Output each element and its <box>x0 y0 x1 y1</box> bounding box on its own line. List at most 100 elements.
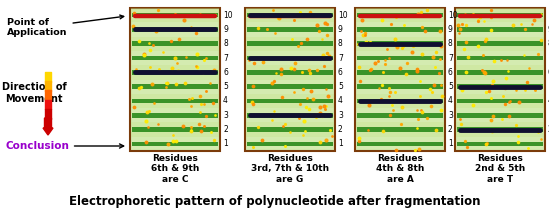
Text: 3: 3 <box>223 111 228 120</box>
Bar <box>357 56 443 60</box>
Text: 6: 6 <box>548 68 549 77</box>
Bar <box>457 142 543 146</box>
Bar <box>132 127 218 132</box>
Text: 1: 1 <box>448 139 453 148</box>
Text: 6: 6 <box>223 68 228 77</box>
Text: 8: 8 <box>223 39 228 48</box>
Bar <box>456 37 544 51</box>
Bar <box>357 13 443 17</box>
Bar <box>131 94 219 108</box>
Bar <box>246 37 334 51</box>
Text: 6: 6 <box>448 68 453 77</box>
Bar <box>357 70 443 75</box>
Text: 10: 10 <box>223 11 233 20</box>
Bar <box>456 65 544 79</box>
Bar <box>132 142 218 146</box>
Bar <box>247 99 333 103</box>
Bar <box>130 8 220 151</box>
Text: Residues
3rd, 7th & 10th
are G: Residues 3rd, 7th & 10th are G <box>251 154 329 184</box>
Bar <box>457 127 543 132</box>
Text: 6: 6 <box>338 68 343 77</box>
Text: 7: 7 <box>548 54 549 62</box>
Bar <box>132 56 218 60</box>
Bar <box>457 84 543 89</box>
Text: Residues
6th & 9th
are C: Residues 6th & 9th are C <box>151 154 199 184</box>
Text: Conclusion: Conclusion <box>5 141 124 151</box>
Text: 9: 9 <box>448 25 453 34</box>
Bar <box>132 70 218 75</box>
Bar <box>355 8 445 151</box>
Text: 8: 8 <box>338 39 343 48</box>
Bar <box>356 37 444 51</box>
Bar <box>247 27 333 32</box>
Bar <box>357 142 443 146</box>
Bar <box>131 8 219 22</box>
Text: Point of
Application: Point of Application <box>7 15 124 37</box>
Bar <box>247 84 333 89</box>
FancyArrow shape <box>43 118 53 135</box>
Text: 3: 3 <box>548 111 549 120</box>
Bar <box>246 8 334 22</box>
Bar <box>247 127 333 132</box>
Bar <box>356 94 444 108</box>
Text: 10: 10 <box>338 11 348 20</box>
Bar <box>457 13 543 17</box>
Bar <box>132 42 218 46</box>
Bar <box>357 99 443 103</box>
Bar <box>457 27 543 32</box>
Text: 5: 5 <box>448 82 453 91</box>
Bar <box>247 13 333 17</box>
Text: 5: 5 <box>548 82 549 91</box>
Text: 9: 9 <box>223 25 228 34</box>
Bar <box>357 42 443 46</box>
Bar <box>247 70 333 75</box>
Text: 1: 1 <box>338 139 343 148</box>
Text: 4: 4 <box>223 97 228 106</box>
Bar <box>131 65 219 79</box>
Text: 4: 4 <box>338 97 343 106</box>
Bar <box>356 65 444 79</box>
Text: 3: 3 <box>338 111 343 120</box>
Text: 7: 7 <box>223 54 228 62</box>
Bar <box>357 127 443 132</box>
Bar <box>456 8 544 22</box>
Text: 2: 2 <box>223 125 228 134</box>
Text: 7: 7 <box>448 54 453 62</box>
Text: 7: 7 <box>338 54 343 62</box>
Bar <box>357 27 443 32</box>
Text: 2: 2 <box>448 125 453 134</box>
Text: Direction of
Movement: Direction of Movement <box>2 82 67 104</box>
Bar <box>247 42 333 46</box>
Text: 2: 2 <box>548 125 549 134</box>
Bar <box>356 8 444 22</box>
Text: 9: 9 <box>338 25 343 34</box>
Bar <box>457 42 543 46</box>
Text: 5: 5 <box>338 82 343 91</box>
Text: 3: 3 <box>448 111 453 120</box>
Bar <box>455 8 545 151</box>
Bar <box>246 122 334 137</box>
Text: 1: 1 <box>223 139 228 148</box>
Bar <box>357 113 443 117</box>
Bar <box>131 37 219 51</box>
Text: 5: 5 <box>223 82 228 91</box>
Bar <box>132 27 218 32</box>
Bar <box>456 94 544 108</box>
Bar <box>457 70 543 75</box>
Bar <box>356 122 444 137</box>
Text: 4: 4 <box>448 97 453 106</box>
Text: 8: 8 <box>548 39 549 48</box>
Bar <box>245 8 335 151</box>
Bar <box>132 99 218 103</box>
Bar <box>457 113 543 117</box>
Text: 9: 9 <box>548 25 549 34</box>
Text: 4: 4 <box>548 97 549 106</box>
Text: Residues
4th & 8th
are A: Residues 4th & 8th are A <box>376 154 424 184</box>
Bar <box>246 65 334 79</box>
Bar <box>132 113 218 117</box>
Text: Residues
2nd & 5th
are T: Residues 2nd & 5th are T <box>475 154 525 184</box>
Bar <box>357 84 443 89</box>
Text: 8: 8 <box>448 39 453 48</box>
Text: 1: 1 <box>548 139 549 148</box>
Bar <box>246 94 334 108</box>
